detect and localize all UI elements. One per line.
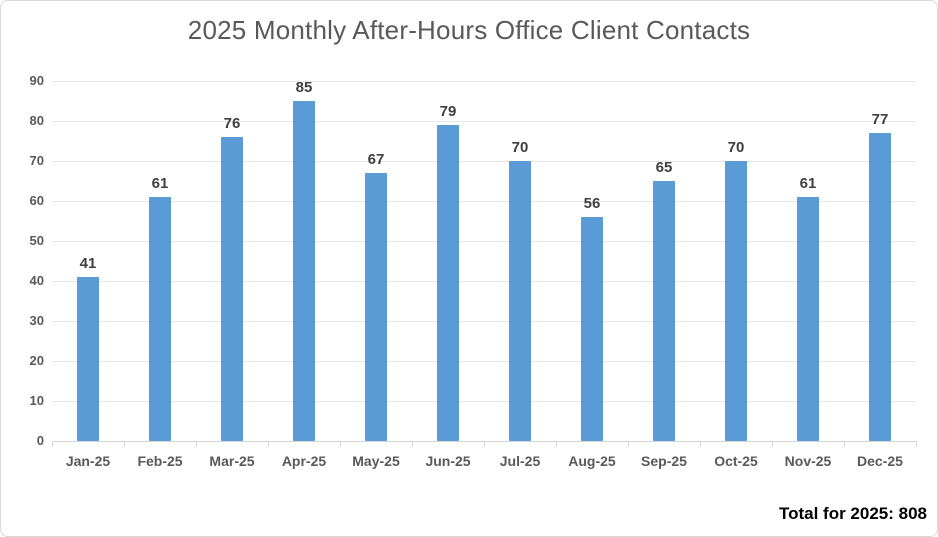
y-axis-tick-label: 50 bbox=[29, 233, 44, 248]
bar bbox=[77, 277, 99, 441]
bar-value-label: 77 bbox=[871, 111, 889, 128]
axis-tick-mark bbox=[700, 441, 701, 447]
axis-tick-mark bbox=[196, 441, 197, 447]
axis-tick-mark bbox=[916, 441, 917, 447]
axis-tick-mark bbox=[844, 441, 845, 447]
y-axis-tick-label: 40 bbox=[29, 273, 44, 288]
bar-value-label: 85 bbox=[295, 79, 313, 96]
y-axis-tick-label: 90 bbox=[29, 73, 44, 88]
bar-value-label: 61 bbox=[799, 175, 817, 192]
bar-value-label: 61 bbox=[151, 175, 169, 192]
axis-tick-mark bbox=[772, 441, 773, 447]
bar-value-label: 70 bbox=[511, 139, 529, 156]
x-axis-tick-label: Apr-25 bbox=[281, 453, 327, 469]
bar bbox=[293, 101, 315, 441]
x-axis-tick-label: Mar-25 bbox=[209, 453, 255, 469]
y-axis-tick-label: 30 bbox=[29, 313, 44, 328]
bar-value-label: 76 bbox=[223, 115, 241, 132]
gridline bbox=[52, 321, 916, 322]
bar bbox=[797, 197, 819, 441]
y-axis-tick-label: 60 bbox=[29, 193, 44, 208]
y-axis-tick-label: 20 bbox=[29, 353, 44, 368]
bar bbox=[581, 217, 603, 441]
bar bbox=[725, 161, 747, 441]
gridline bbox=[52, 361, 916, 362]
x-axis-tick-label: Nov-25 bbox=[784, 453, 832, 469]
bar bbox=[509, 161, 531, 441]
gridline bbox=[52, 281, 916, 282]
bar bbox=[653, 181, 675, 441]
axis-tick-mark bbox=[52, 441, 53, 447]
bar-value-label: 79 bbox=[439, 103, 457, 120]
axis-tick-mark bbox=[268, 441, 269, 447]
gridline bbox=[52, 161, 916, 162]
y-axis-tick-label: 0 bbox=[36, 433, 44, 448]
y-axis-tick-label: 10 bbox=[29, 393, 44, 408]
y-axis-tick-label: 70 bbox=[29, 153, 44, 168]
gridline bbox=[52, 121, 916, 122]
bar-value-label: 67 bbox=[367, 151, 385, 168]
chart-title: 2025 Monthly After-Hours Office Client C… bbox=[187, 15, 751, 45]
bar bbox=[437, 125, 459, 441]
gridline bbox=[52, 241, 916, 242]
x-axis-tick-label: Oct-25 bbox=[714, 453, 758, 469]
gridline bbox=[52, 81, 916, 82]
x-axis-tick-label: Feb-25 bbox=[137, 453, 183, 469]
bar-value-label: 56 bbox=[583, 195, 601, 212]
axis-tick-mark bbox=[340, 441, 341, 447]
x-axis-tick-label: Jul-25 bbox=[499, 453, 541, 469]
x-axis-tick-label: Jan-25 bbox=[65, 453, 111, 469]
gridline bbox=[52, 201, 916, 202]
y-axis-tick-label: 80 bbox=[29, 113, 44, 128]
x-axis-tick-label: Aug-25 bbox=[568, 453, 616, 469]
axis-tick-mark bbox=[124, 441, 125, 447]
x-axis-tick-label: May-25 bbox=[352, 453, 400, 469]
x-axis-tick-label: Jun-25 bbox=[425, 453, 471, 469]
gridline bbox=[52, 401, 916, 402]
axis-tick-mark bbox=[556, 441, 557, 447]
bar-value-label: 65 bbox=[655, 159, 673, 176]
x-axis-tick-label: Sep-25 bbox=[641, 453, 687, 469]
plot-area: 0 10 20 30 40 50 60 70 80 90 41 Jan-25 61 Feb-25 76 Mar… bbox=[30, 73, 917, 469]
bar-value-label: 41 bbox=[79, 255, 97, 272]
bar bbox=[149, 197, 171, 441]
axis-tick-mark bbox=[484, 441, 485, 447]
x-axis-tick-label: Dec-25 bbox=[857, 453, 903, 469]
axis-tick-mark bbox=[412, 441, 413, 447]
total-annotation: Total for 2025: 808 bbox=[778, 504, 927, 523]
axis-tick-mark bbox=[628, 441, 629, 447]
bar bbox=[365, 173, 387, 441]
bar bbox=[221, 137, 243, 441]
bar bbox=[869, 133, 891, 441]
bar-value-label: 70 bbox=[727, 139, 745, 156]
